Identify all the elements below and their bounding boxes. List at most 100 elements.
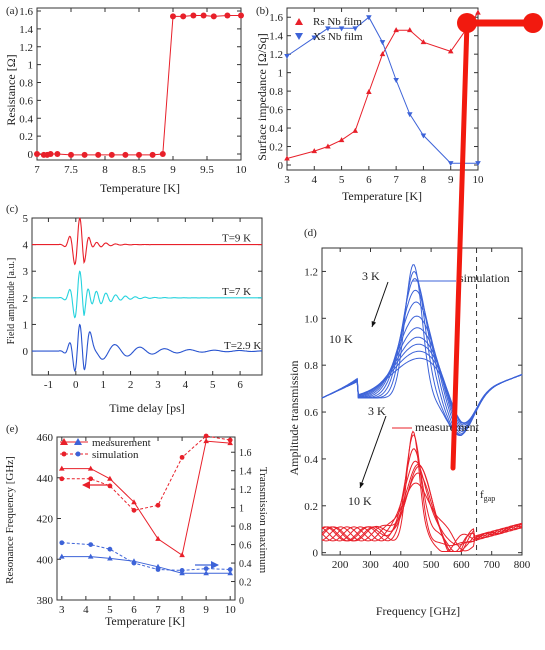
panel-d-xtick-label: 200 bbox=[332, 559, 349, 571]
meas-bottom-temp: 10 K bbox=[348, 494, 372, 508]
panel-c-ytick-label: 4 bbox=[23, 240, 29, 252]
rs-point bbox=[352, 127, 359, 133]
panel-a: (a) 7 7.5 8 8.5 9 9.5 10 0 0.2 0.4 0.6 0.8 1 1.2 1.4 1.… bbox=[4, 5, 247, 195]
panel-e-point-1 bbox=[88, 476, 94, 482]
panel-a-xtick-label: 7.5 bbox=[64, 164, 78, 176]
resistance-point bbox=[81, 151, 88, 158]
panel-e-series-0 bbox=[61, 440, 231, 557]
resistance-point bbox=[200, 12, 207, 19]
panel-b-plot: 3 4 5 6 7 8 9 10 0 0.2 0.4 0.6 0.8 1 1.2 1.4 1.6 bbox=[269, 7, 484, 186]
panel-e-point-2 bbox=[59, 553, 65, 559]
panel-e-right-tick-label: 1.2 bbox=[239, 485, 252, 496]
resistance-point bbox=[47, 151, 54, 157]
panel-a-ytick-label: 1.4 bbox=[19, 24, 33, 36]
panel-b-ytick-label: 1.4 bbox=[269, 31, 283, 43]
panel-c-frame bbox=[31, 217, 263, 376]
trace-label-0: T=9 K bbox=[222, 233, 251, 245]
panel-e-series-1 bbox=[61, 435, 231, 511]
sim-label: simulation bbox=[459, 271, 510, 285]
panel-e-right-tick-label: 0.2 bbox=[239, 578, 252, 589]
panel-b-xtick-label: 4 bbox=[312, 174, 318, 186]
panel-e-point-0 bbox=[87, 465, 94, 471]
panel-e-right-tick-label: 0.8 bbox=[239, 522, 252, 533]
panel-c-xtick-label: 5 bbox=[210, 379, 216, 391]
panel-d-frame bbox=[321, 247, 523, 556]
resistance-line bbox=[36, 15, 241, 156]
panel-c: (c) -1 0 1 2 3 4 5 6 0 1 2 3 4 5 T=9 K T=7 K T=2.9 K Tim… bbox=[6, 203, 263, 415]
resistance-point bbox=[95, 151, 102, 158]
panel-c-xtick-label: -1 bbox=[44, 379, 53, 391]
panel-e-point-2 bbox=[155, 563, 161, 569]
panel-c-xlabel: Time delay [ps] bbox=[109, 401, 185, 415]
panel-a-ytick-label: 1.2 bbox=[19, 42, 33, 54]
panel-e-series-3 bbox=[61, 542, 231, 571]
panel-b-label: (b) bbox=[256, 5, 269, 17]
panel-a-xtick-label: 7 bbox=[34, 164, 40, 176]
panel-e-point-1 bbox=[227, 437, 233, 443]
panel-a-xtick-label: 8 bbox=[102, 164, 108, 176]
panel-e-point-2 bbox=[107, 555, 113, 561]
panel-a-label: (a) bbox=[6, 5, 19, 17]
rs-point bbox=[366, 89, 372, 95]
panel-e-point-0 bbox=[107, 475, 113, 481]
panel-e-xtick-label: 6 bbox=[131, 604, 137, 616]
panel-c-ytick-label: 0 bbox=[23, 346, 29, 358]
xs-point bbox=[475, 161, 481, 167]
rs-point bbox=[311, 148, 318, 154]
panel-e-point-2 bbox=[203, 570, 209, 576]
trace-label-2: T=2.9 K bbox=[224, 340, 261, 352]
xs-point bbox=[420, 133, 427, 139]
panel-e-right-tick-label: 1 bbox=[239, 504, 244, 515]
panel-d-xtick-label: 600 bbox=[453, 559, 470, 571]
panel-c-ytick-label: 3 bbox=[23, 266, 29, 278]
panel-d-xtick-label: 400 bbox=[393, 559, 410, 571]
legend-xs-label: Xs Nb film bbox=[313, 31, 363, 43]
panel-a-xtick-label: 10 bbox=[236, 164, 248, 176]
trace-1 bbox=[32, 270, 262, 319]
panel-e-left-ytick-label: 440 bbox=[37, 473, 54, 485]
panel-d-ytick-label: 0.2 bbox=[304, 501, 318, 513]
panel-a-xtick-label: 8.5 bbox=[132, 164, 146, 176]
sim-top-temp: 3 K bbox=[362, 269, 380, 283]
panel-b: (b) 3 4 5 6 7 8 9 10 0 0.2 0.4 0.6 0.8 1 1.2 1.4 1.6 Tem… bbox=[255, 5, 484, 203]
panel-e-point-3 bbox=[203, 566, 209, 571]
panel-e-point-0 bbox=[155, 535, 161, 541]
sim-bottom-temp: 10 K bbox=[329, 332, 353, 346]
panel-b-ytick-label: 1 bbox=[278, 68, 284, 80]
resistance-point bbox=[190, 12, 197, 19]
rs-point bbox=[379, 51, 386, 57]
legend-meas-marker bbox=[60, 438, 68, 445]
trace-0 bbox=[32, 217, 262, 266]
panel-c-ytick-label: 2 bbox=[23, 293, 29, 305]
panel-d: (d) 200 300 400 500 600 700 800 0 0.2 0.4 0.6 0.8 1.… bbox=[287, 227, 531, 618]
panel-e-plot: 3 4 5 6 7 8 9 10 380 400 420 440 460 0 0.2 0.4 0.6 0.8 1 1.… bbox=[37, 432, 252, 616]
panel-e-point-3 bbox=[155, 567, 161, 572]
panel-c-ylabel: Field amplitude [a.u.] bbox=[6, 258, 17, 345]
xs-point bbox=[338, 26, 345, 32]
panel-c-ytick-label: 5 bbox=[23, 213, 29, 225]
legend-meas-label: measurement bbox=[92, 437, 151, 449]
panel-e-ylabel-right: Transmission maximum bbox=[257, 467, 269, 574]
panel-e-right-tick-label: 0.6 bbox=[239, 541, 252, 552]
meas-label: measurement bbox=[415, 420, 480, 434]
panel-e-xtick-label: 3 bbox=[59, 604, 65, 616]
meas-curve bbox=[321, 472, 523, 546]
panel-e-point-1 bbox=[155, 502, 161, 508]
rs-line bbox=[286, 12, 479, 159]
rs-point bbox=[447, 48, 454, 54]
sim-curve bbox=[321, 301, 523, 434]
panel-a-xtick-label: 9.5 bbox=[200, 164, 214, 176]
panel-c-xtick-label: 3 bbox=[155, 379, 161, 391]
left-axis-arrow-head bbox=[82, 481, 90, 489]
panel-e-point-0 bbox=[227, 440, 233, 446]
panel-a-ytick-label: 1 bbox=[28, 60, 34, 72]
panel-e-point-3 bbox=[179, 568, 185, 573]
panel-c-label: (c) bbox=[6, 203, 19, 215]
panel-c-plot: -1 0 1 2 3 4 5 6 0 1 2 3 4 5 T=9 K T=7 K T=2.9 K bbox=[23, 213, 263, 391]
panel-e-left-ytick-label: 400 bbox=[37, 554, 54, 566]
panel-e-legend: measurement simulation bbox=[60, 437, 151, 461]
resistance-point bbox=[238, 12, 244, 19]
panel-d-xlabel: Frequency [GHz] bbox=[376, 604, 460, 618]
panel-b-ytick-label: 0.4 bbox=[269, 123, 283, 135]
legend-sim-label: simulation bbox=[92, 449, 139, 461]
